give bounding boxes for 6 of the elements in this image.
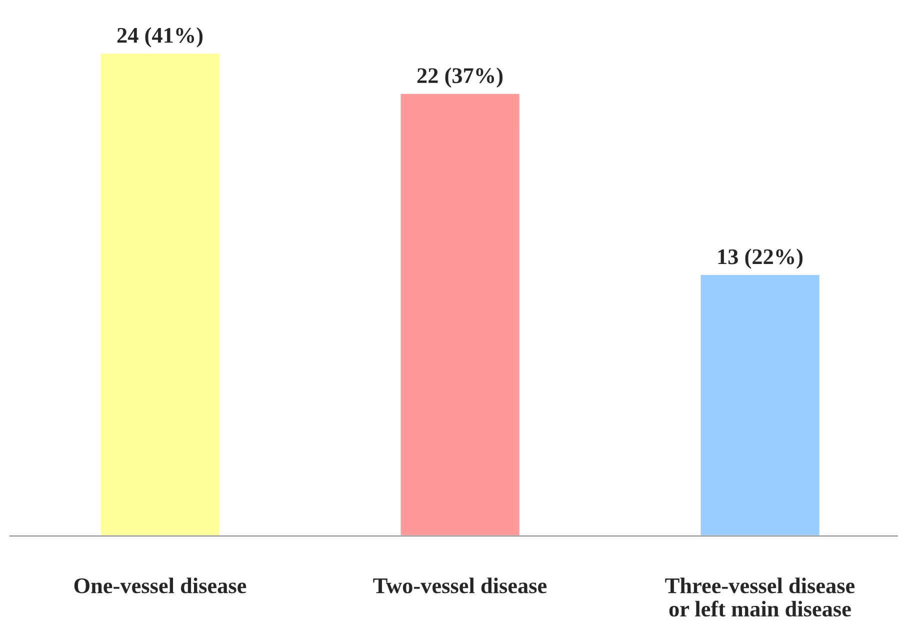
- data-label: 24 (41%): [117, 27, 203, 48]
- data-label: 13 (22%): [718, 248, 803, 269]
- x-tick-label: One-vessel disease: [74, 578, 246, 594]
- x-tick-label: Three-vessel disease or left main disease: [665, 578, 855, 617]
- data-label: 22 (37%): [417, 68, 503, 88]
- x-tick-label: Two-vessel disease: [373, 578, 547, 594]
